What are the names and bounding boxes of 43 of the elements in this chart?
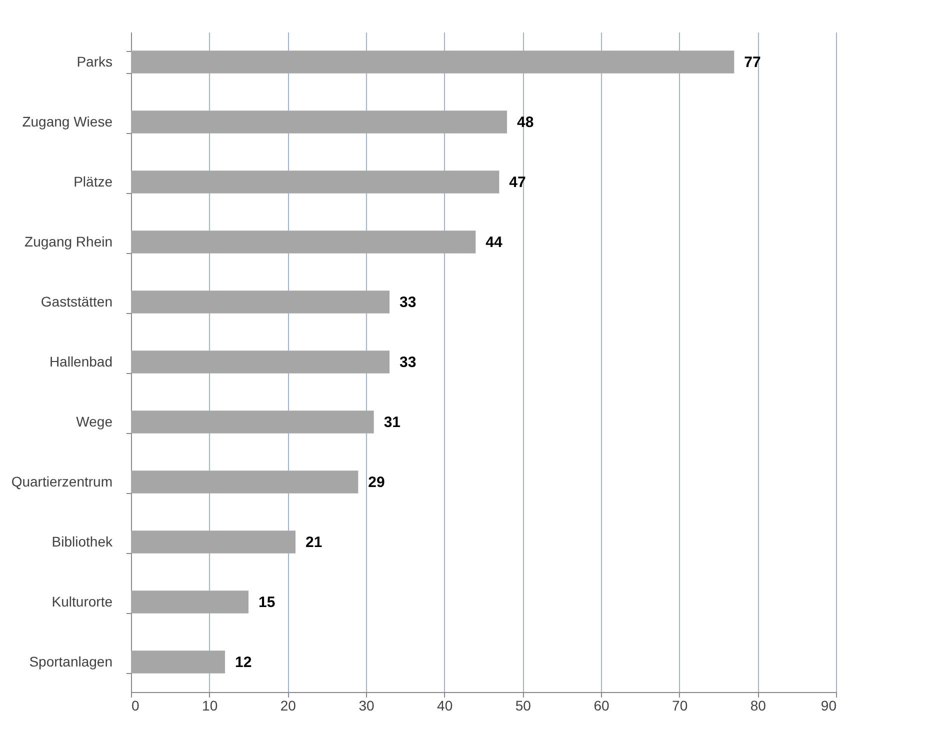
- y-tick-label: Zugang Wiese: [22, 114, 113, 130]
- bar: [131, 470, 358, 494]
- bar: [131, 350, 390, 374]
- x-tick-label: 70: [672, 698, 688, 714]
- x-tick-label: 40: [437, 698, 453, 714]
- data-label: 31: [384, 414, 401, 431]
- x-tick-label: 10: [202, 698, 218, 714]
- bar: [131, 170, 500, 194]
- bar: [131, 50, 734, 74]
- y-tick-label: Gaststätten: [40, 294, 112, 310]
- y-tick-label: Wege: [76, 414, 113, 430]
- bar: [131, 590, 248, 614]
- x-tick-label: 0: [132, 698, 140, 714]
- x-tick-label: 90: [820, 698, 837, 714]
- data-label: 77: [744, 54, 761, 71]
- bar: [131, 650, 225, 674]
- data-label: 48: [517, 114, 534, 131]
- y-tick-label: Parks: [76, 54, 112, 70]
- bar: [131, 530, 296, 554]
- y-tick-label: Hallenbad: [49, 354, 112, 370]
- data-label: 47: [509, 174, 526, 191]
- y-tick-label: Bibliothek: [52, 534, 114, 550]
- x-tick-label: 80: [750, 698, 766, 714]
- x-tick-label: 60: [594, 698, 610, 714]
- x-tick-label: 20: [280, 698, 296, 714]
- y-tick-label: Sportanlagen: [29, 654, 112, 670]
- data-label: 44: [486, 234, 504, 251]
- y-tick-label: Plätze: [74, 174, 113, 190]
- y-tick-label: Kulturorte: [52, 594, 113, 610]
- x-tick-label: 30: [358, 698, 374, 714]
- bar: [131, 110, 507, 134]
- data-label: 21: [306, 534, 322, 551]
- bar: [131, 410, 374, 434]
- data-label: 33: [400, 294, 416, 311]
- data-label: 29: [368, 474, 385, 491]
- bar: [131, 290, 390, 314]
- data-label: 12: [235, 654, 252, 671]
- x-tick-label: 50: [515, 698, 532, 714]
- bar: [131, 230, 476, 254]
- y-tick-label: Zugang Rhein: [24, 234, 112, 250]
- y-tick-label: Quartierzentrum: [11, 474, 112, 490]
- data-label: 15: [258, 594, 276, 611]
- data-label: 33: [400, 354, 416, 371]
